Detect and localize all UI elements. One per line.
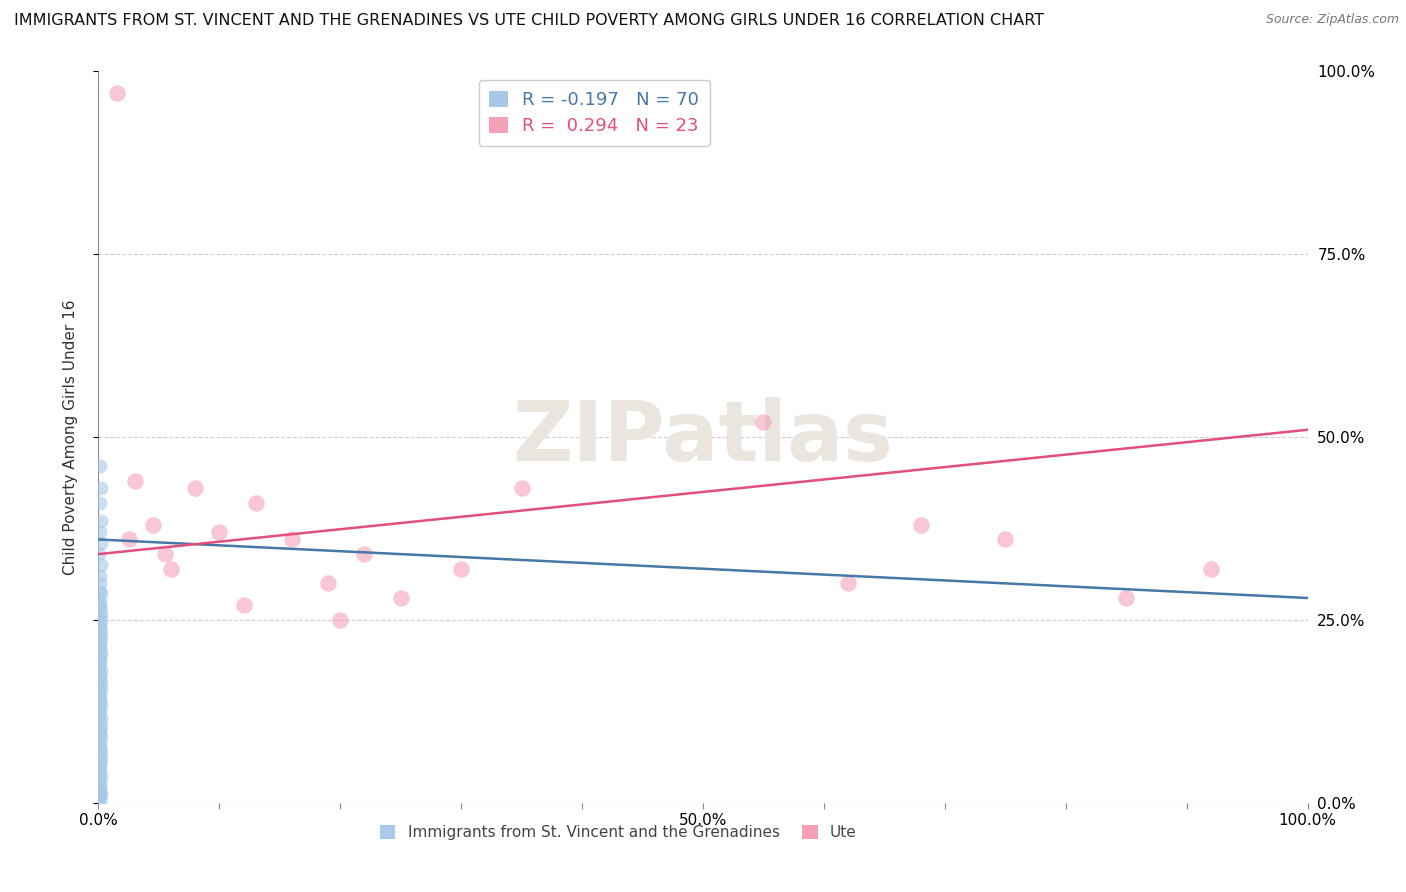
Text: Source: ZipAtlas.com: Source: ZipAtlas.com — [1265, 13, 1399, 27]
Point — [89, 667, 111, 681]
Point — [90, 536, 112, 550]
Point — [124, 474, 146, 488]
Point — [329, 613, 352, 627]
Point — [281, 533, 304, 547]
Point — [450, 562, 472, 576]
Point — [89, 616, 111, 631]
Point — [118, 533, 141, 547]
Point — [510, 481, 533, 495]
Point — [89, 690, 111, 704]
Point — [89, 773, 111, 788]
Point — [89, 756, 111, 770]
Point — [1199, 562, 1222, 576]
Point — [90, 752, 112, 766]
Point — [89, 459, 111, 474]
Point — [89, 653, 111, 667]
Point — [89, 657, 111, 671]
Point — [89, 569, 111, 583]
Point — [89, 726, 111, 740]
Point — [89, 496, 111, 510]
Point — [90, 730, 112, 744]
Point — [89, 649, 111, 664]
Point — [353, 547, 375, 561]
Point — [89, 785, 111, 799]
Point — [90, 664, 112, 678]
Point — [89, 679, 111, 693]
Point — [89, 686, 111, 700]
Text: ZIPatlas: ZIPatlas — [513, 397, 893, 477]
Point — [89, 599, 111, 613]
Point — [90, 712, 112, 726]
Y-axis label: Child Poverty Among Girls Under 16: Child Poverty Among Girls Under 16 — [63, 300, 77, 574]
Point — [105, 87, 128, 101]
Point — [89, 759, 111, 773]
Point — [160, 562, 183, 576]
Point — [90, 719, 112, 733]
Point — [90, 624, 112, 638]
Point — [208, 525, 231, 540]
Point — [90, 606, 112, 620]
Point — [89, 547, 111, 561]
Point — [752, 416, 775, 430]
Point — [90, 481, 112, 495]
Point — [89, 642, 111, 657]
Point — [89, 794, 111, 808]
Point — [89, 778, 111, 792]
Point — [245, 496, 267, 510]
Point — [89, 609, 111, 624]
Point — [90, 587, 112, 601]
Point — [89, 715, 111, 730]
Point — [90, 514, 112, 528]
Point — [89, 525, 111, 540]
Point — [90, 558, 112, 573]
Point — [89, 705, 111, 719]
Legend: Immigrants from St. Vincent and the Grenadines, Ute: Immigrants from St. Vincent and the Gren… — [374, 819, 863, 847]
Point — [89, 660, 111, 674]
Point — [90, 770, 112, 784]
Point — [232, 599, 254, 613]
Point — [89, 620, 111, 634]
Point — [89, 693, 111, 707]
Point — [90, 682, 112, 697]
Point — [89, 583, 111, 598]
Point — [89, 594, 111, 608]
Point — [89, 781, 111, 796]
Point — [89, 723, 111, 737]
Point — [90, 646, 112, 660]
Point — [1115, 591, 1137, 605]
Point — [89, 789, 111, 803]
Point — [837, 576, 859, 591]
Point — [89, 576, 111, 591]
Point — [89, 733, 111, 747]
Point — [316, 576, 339, 591]
Point — [90, 632, 112, 646]
Point — [153, 547, 176, 561]
Point — [89, 790, 111, 805]
Text: IMMIGRANTS FROM ST. VINCENT AND THE GRENADINES VS UTE CHILD POVERTY AMONG GIRLS : IMMIGRANTS FROM ST. VINCENT AND THE GREN… — [14, 13, 1045, 29]
Point — [90, 787, 112, 801]
Point — [90, 697, 112, 711]
Point — [90, 613, 112, 627]
Point — [89, 766, 111, 780]
Point — [89, 602, 111, 616]
Point — [90, 675, 112, 690]
Point — [89, 740, 111, 755]
Point — [89, 627, 111, 641]
Point — [89, 672, 111, 686]
Point — [89, 635, 111, 649]
Point — [89, 748, 111, 763]
Point — [89, 763, 111, 777]
Point — [910, 517, 932, 532]
Point — [89, 700, 111, 714]
Point — [89, 708, 111, 723]
Point — [389, 591, 412, 605]
Point — [90, 745, 112, 759]
Point — [142, 517, 165, 532]
Point — [89, 782, 111, 797]
Point — [994, 533, 1017, 547]
Point — [184, 481, 207, 495]
Point — [89, 737, 111, 751]
Point — [89, 639, 111, 653]
